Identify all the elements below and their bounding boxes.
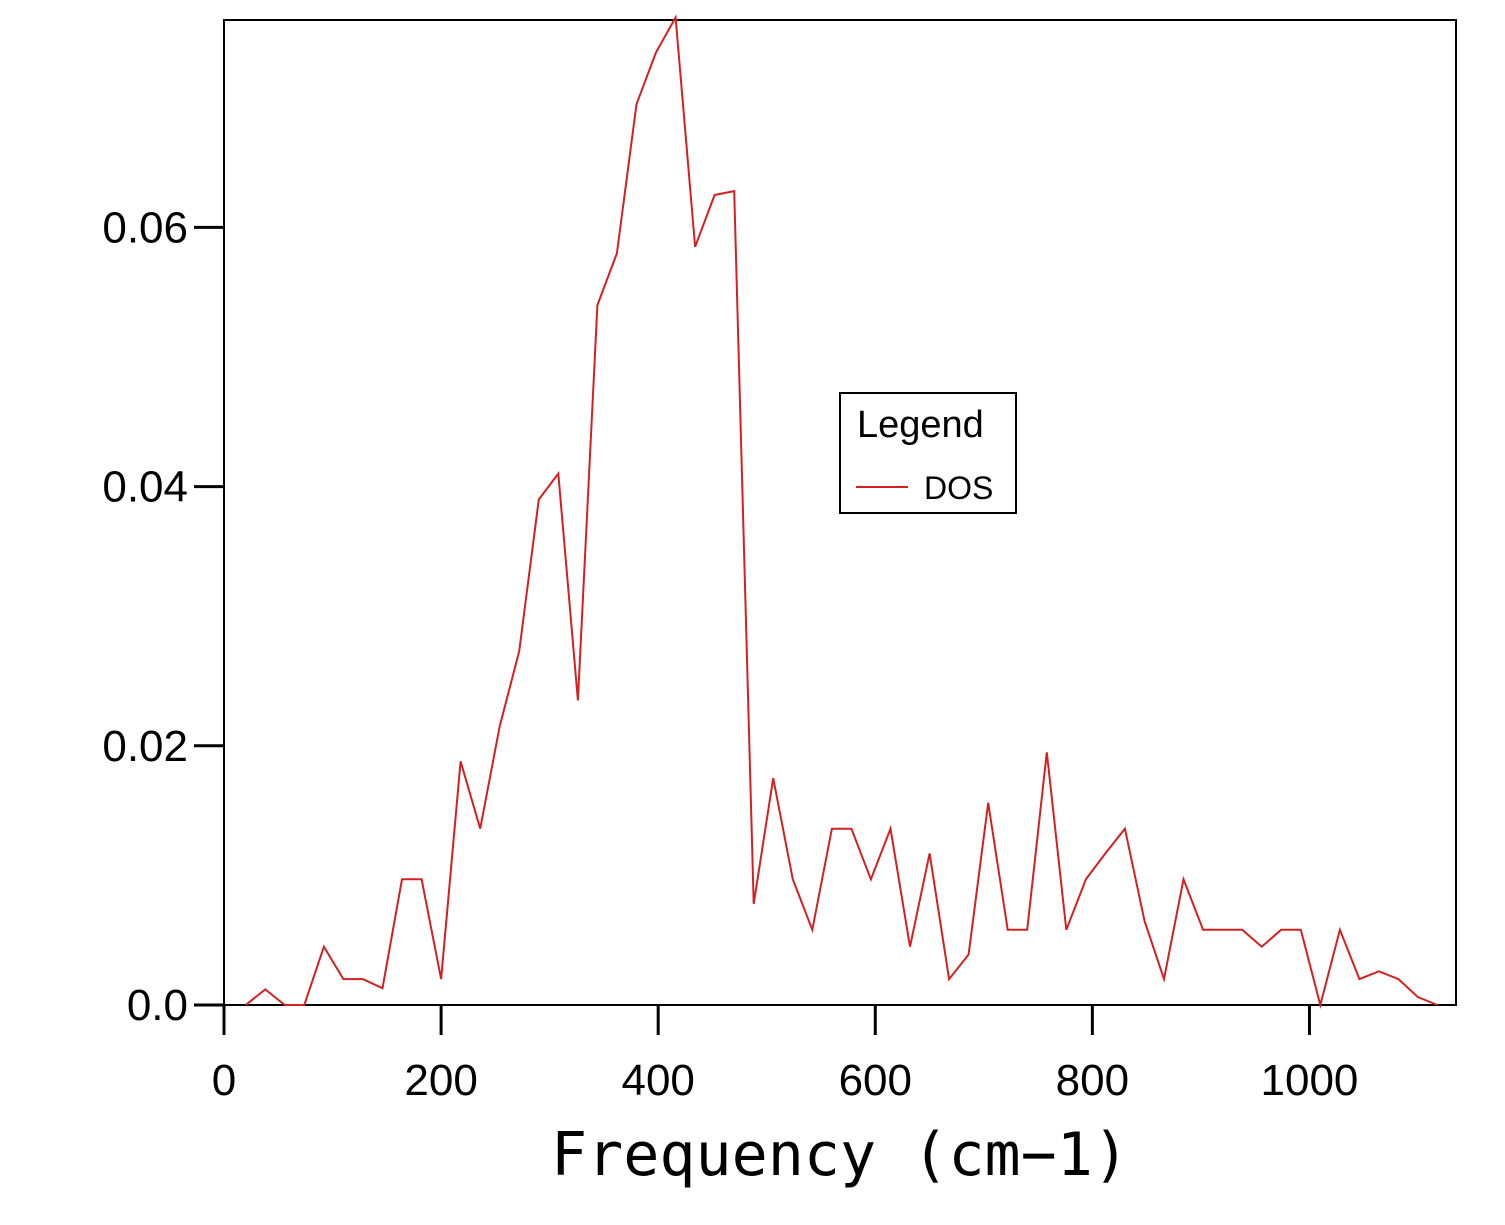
y-axis: 0.0 0.02 0.04 0.06	[102, 203, 224, 1030]
y-tick-label: 0.0	[127, 981, 188, 1030]
y-tick-label: 0.02	[102, 722, 188, 771]
y-tick-label: 0.04	[102, 463, 188, 512]
x-tick-label: 400	[621, 1056, 694, 1105]
x-tick-label: 600	[839, 1056, 912, 1105]
plot-frame	[223, 19, 1457, 1006]
x-tick-label: 1000	[1261, 1056, 1359, 1105]
x-tick-label: 200	[404, 1056, 477, 1105]
legend-entry-dos: DOS	[924, 470, 993, 506]
series-layer	[245, 14, 1438, 1009]
legend-title: Legend	[857, 404, 984, 446]
x-tick-label: 0	[212, 1056, 236, 1105]
y-tick-label: 0.06	[102, 203, 188, 252]
x-axis-label: Frequency (cm−1)	[551, 1120, 1129, 1190]
series-line-dos	[245, 14, 1438, 1009]
x-axis: 0 200 400 600 800 1000	[212, 1005, 1359, 1105]
legend: Legend DOS	[839, 392, 1017, 514]
legend-box	[839, 392, 1017, 514]
x-tick-label: 800	[1056, 1056, 1129, 1105]
